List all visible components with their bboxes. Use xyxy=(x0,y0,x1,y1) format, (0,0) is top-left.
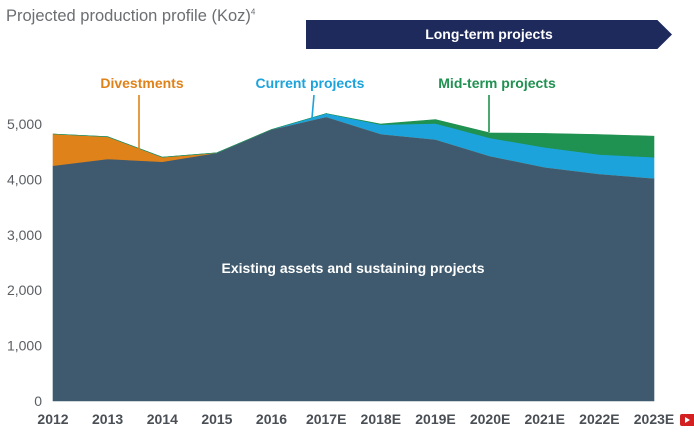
annotation-existing-assets: Existing assets and sustaining projects xyxy=(222,260,485,276)
play-icon xyxy=(680,414,694,426)
annotation-current-projects: Current projects xyxy=(256,75,365,91)
y-axis-ticks: 0 1,000 2,000 3,000 4,000 5,000 xyxy=(7,116,42,409)
x-tick-label: 2017E xyxy=(306,411,346,427)
chart-areas xyxy=(52,113,655,402)
x-tick-label: 2016 xyxy=(256,411,287,427)
leader-line-current-projects xyxy=(311,94,315,119)
x-tick-label: 2014 xyxy=(147,411,178,427)
x-tick-label: 2020E xyxy=(470,411,510,427)
x-tick-label: 2018E xyxy=(361,411,401,427)
annotation-divestments: Divestments xyxy=(100,75,183,91)
x-axis-ticks: 2012 2013 2014 2015 2016 2017E 2018E 2019E 2020E… xyxy=(37,411,674,427)
x-tick-label: 2013 xyxy=(92,411,123,427)
y-tick-label: 3,000 xyxy=(7,227,42,243)
y-tick-label: 2,000 xyxy=(7,282,42,298)
chart-annotations: Divestments Current projects Mid-term proj… xyxy=(100,75,556,276)
x-tick-label: 2019E xyxy=(415,411,455,427)
chart-title: Projected production profile (Koz)4 xyxy=(6,7,255,26)
chart-title-text: Projected production profile xyxy=(6,7,207,25)
y-tick-label: 1,000 xyxy=(7,338,42,354)
y-tick-label: 5,000 xyxy=(7,116,42,132)
x-tick-label: 2015 xyxy=(201,411,232,427)
x-tick-label: 2021E xyxy=(524,411,564,427)
x-tick-label: 2012 xyxy=(37,411,68,427)
x-tick-label: 2022E xyxy=(579,411,619,427)
chart-title-unit: (Koz) xyxy=(211,7,251,25)
area-mid-term-projects xyxy=(52,113,655,158)
y-tick-label: 0 xyxy=(34,393,42,409)
chart-title-footnote: 4 xyxy=(250,7,256,17)
annotation-mid-term-projects: Mid-term projects xyxy=(438,75,556,91)
x-tick-label: 2023E xyxy=(634,411,674,427)
long-term-projects-label: Long-term projects xyxy=(425,26,553,42)
long-term-projects-banner: Long-term projects xyxy=(306,20,672,49)
y-tick-label: 4,000 xyxy=(7,171,42,187)
